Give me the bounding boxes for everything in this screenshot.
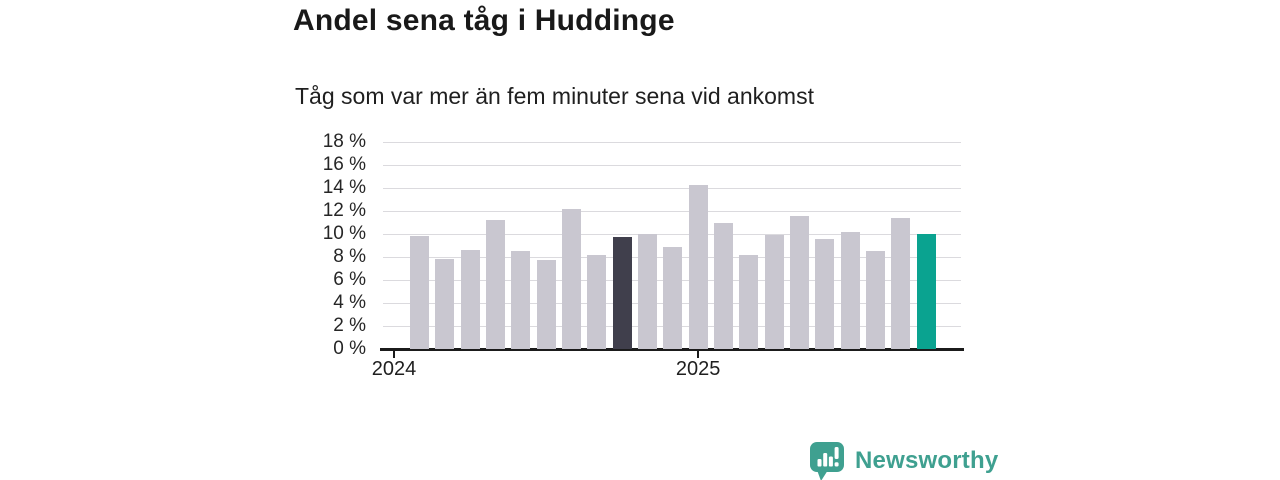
bar-2024-05 [511,251,531,349]
bar-2025-09 [916,234,936,349]
plot-area: 2024 2025 [372,142,964,380]
y-tick-label: 16 % [322,154,366,175]
y-tick-label: 12 % [322,200,366,221]
gridline [383,188,961,189]
y-tick-label: 4 % [333,292,366,313]
bar-2024-10 [637,234,657,349]
gridline [383,165,961,166]
bar-2024-09 [612,237,632,349]
y-tick-label: 0 % [333,338,366,359]
bar-2024-08 [587,254,607,349]
x-axis-line [380,348,964,351]
bar-2025-04 [790,215,810,349]
chart-title: Andel sena tåg i Huddinge [293,4,675,37]
x-tick-label: 2024 [371,358,417,380]
bar-2024-01 [409,236,429,349]
gridline [383,234,961,235]
chart-subtitle: Tåg som var mer än fem minuter sena vid … [295,83,814,109]
bar-2024-04 [485,220,505,349]
bar-2024-03 [460,250,480,349]
y-tick-label: 10 % [322,223,366,244]
bar-2024-06 [536,260,556,349]
bar-2025-07 [866,251,886,349]
bar-2025-08 [891,217,911,349]
x-tick-mark [697,351,700,358]
bar-2025-05 [815,238,835,349]
newsworthy-logo-icon [810,442,844,480]
y-tick-label: 14 % [322,177,366,198]
bar-2024-02 [435,259,455,349]
y-tick-label: 6 % [333,269,366,290]
y-tick-label: 18 % [322,131,366,152]
bar-2024-07 [561,208,581,349]
bar-2025-03 [764,235,784,349]
bar-2025-01 [714,222,733,349]
x-tick-label: 2025 [675,358,721,380]
bar-2024-11 [663,246,683,349]
gridline [383,211,961,212]
newsworthy-logo: Newsworthy [808,440,998,480]
x-tick-mark [392,351,395,358]
y-tick-label: 8 % [333,246,366,267]
bar-2024-12 [688,184,708,349]
newsworthy-logo-text: Newsworthy [855,447,999,474]
bar-2025-02 [739,254,759,349]
y-tick-label: 2 % [333,315,366,336]
gridline [383,142,961,143]
bar-2025-06 [840,231,860,349]
y-axis-labels: 18 % 16 % 14 % 12 % 10 % 8 % 6 % 4 % 2 % 0 % [300,131,366,359]
